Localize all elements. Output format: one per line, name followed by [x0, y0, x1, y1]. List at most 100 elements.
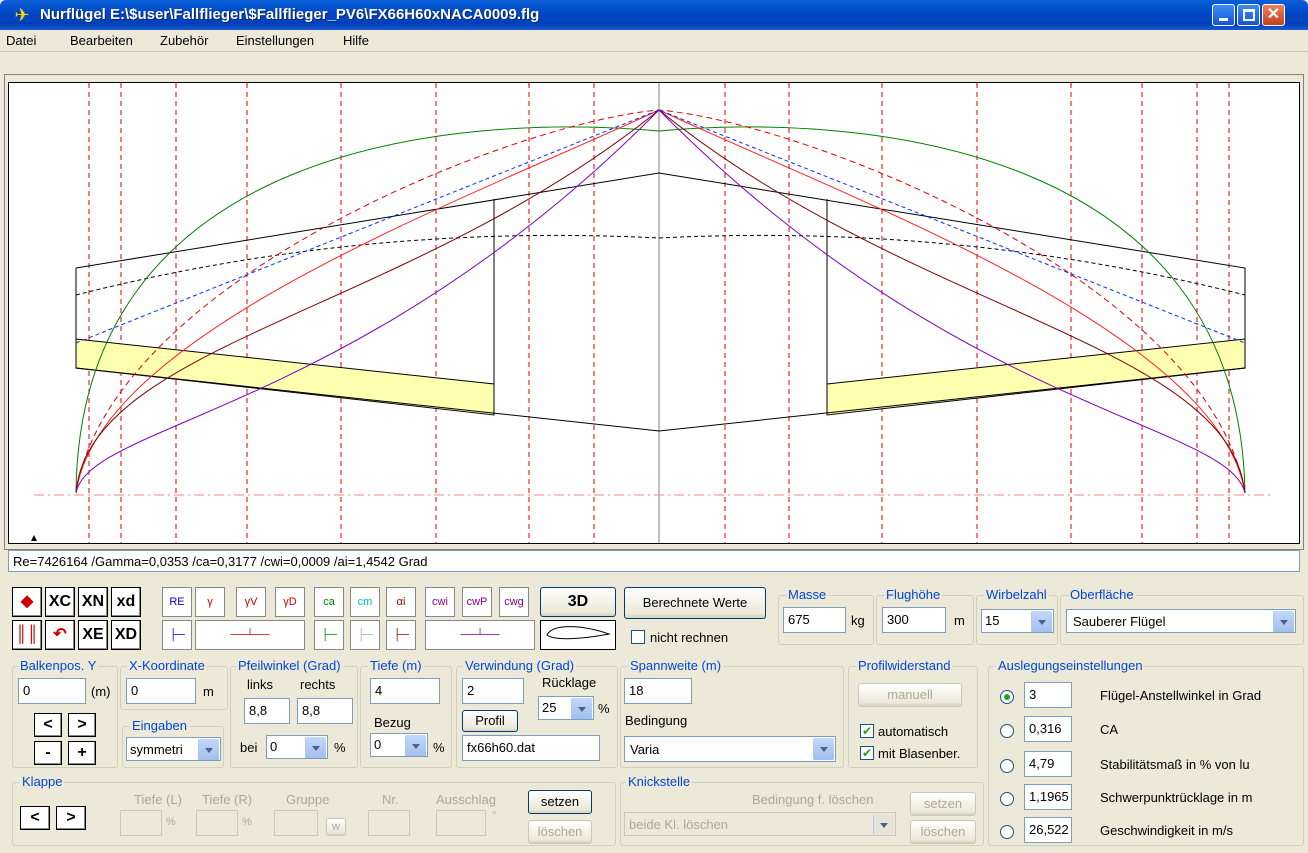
span-green-button[interactable]: ├─: [314, 620, 344, 650]
auslegung-input-4[interactable]: 26,522: [1024, 817, 1072, 843]
profil-file-input[interactable]: fx66h60.dat: [462, 735, 600, 761]
auslegung-label-0: Flügel-Anstellwinkel in Grad: [1100, 688, 1262, 703]
eingaben-select[interactable]: symmetri: [126, 737, 221, 761]
auslegung-radio-1[interactable]: [1000, 724, 1014, 738]
auslegung-radio-0[interactable]: [1000, 690, 1014, 704]
auslegung-input-3[interactable]: 1,1965: [1024, 784, 1072, 810]
spannweite-input[interactable]: 18: [624, 678, 692, 704]
minimize-button[interactable]: [1212, 4, 1235, 26]
quarter-line: [75, 234, 1246, 296]
knick-loeschen-button[interactable]: löschen: [910, 820, 976, 844]
ausschlag-label: Ausschlag: [436, 792, 496, 807]
span-blue-button[interactable]: ├─: [162, 620, 192, 650]
menu-einstellungen[interactable]: Einstellungen: [236, 33, 315, 48]
span-red-button[interactable]: ──┴──: [195, 620, 305, 650]
bedingung-select[interactable]: Varia: [624, 736, 836, 762]
chevron-down-icon: [571, 698, 592, 719]
balkenpos-unit: (m): [91, 684, 111, 699]
curve-gammad-button[interactable]: γD: [275, 587, 305, 617]
pfeil-bei-select[interactable]: 0: [266, 735, 328, 759]
nr-label: Nr.: [382, 792, 399, 807]
xc-button[interactable]: XC: [45, 587, 75, 617]
ausschlag-input[interactable]: [436, 810, 486, 836]
pfeil-rechts-input[interactable]: 8,8: [297, 698, 353, 724]
klappe-right-button[interactable]: >: [56, 806, 86, 830]
auslegung-radio-2[interactable]: [1000, 759, 1014, 773]
nicht-rechnen-checkbox[interactable]: [631, 630, 645, 644]
masse-label: Masse: [786, 587, 829, 602]
wing-shape-button[interactable]: ◆: [12, 587, 42, 617]
wing-outline: [75, 172, 1246, 432]
pfeil-links-input[interactable]: 8,8: [244, 698, 290, 724]
flughoehe-input[interactable]: 300: [882, 607, 946, 633]
close-button[interactable]: ✕: [1262, 4, 1285, 26]
balkenpos-minus-button[interactable]: -: [34, 741, 62, 765]
grid-lines-button[interactable]: ║║: [12, 620, 42, 650]
balkenpos-right-button[interactable]: >: [68, 713, 96, 737]
automatisch-checkbox[interactable]: ✔: [860, 724, 874, 738]
undo-button[interactable]: ↶: [45, 620, 75, 650]
curve-cm-button[interactable]: cm: [350, 587, 380, 617]
profile-shape-button[interactable]: [540, 620, 616, 650]
auslegung-input-0[interactable]: 3: [1024, 682, 1072, 708]
ruecklage-pct: %: [598, 701, 610, 716]
knick-setzen-button[interactable]: setzen: [910, 792, 976, 816]
balkenpos-input[interactable]: 0: [18, 678, 86, 704]
tiefe-r-label: Tiefe (R): [202, 792, 253, 807]
span-purple-button[interactable]: ──┴──: [425, 620, 535, 650]
menu-hilfe[interactable]: Hilfe: [343, 33, 370, 48]
span-darkred-button[interactable]: ├─: [386, 620, 416, 650]
tiefe-input[interactable]: 4: [370, 678, 440, 704]
klappe-loeschen-button[interactable]: löschen: [528, 820, 592, 844]
knick-select[interactable]: beide Kl. löschen: [624, 812, 896, 836]
menu-bearbeiten[interactable]: Bearbeiten: [70, 33, 133, 48]
xn-button[interactable]: XN: [78, 587, 108, 617]
verwindung-input[interactable]: 2: [462, 678, 524, 704]
chevron-down-icon: [813, 738, 834, 760]
wirbelzahl-select[interactable]: 15: [981, 609, 1054, 633]
xd-button[interactable]: xd: [111, 587, 141, 617]
auslegung-input-1[interactable]: 0,316: [1024, 716, 1072, 742]
klappe-left-button[interactable]: <: [20, 806, 50, 830]
curve-ca-button[interactable]: ca: [314, 587, 344, 617]
xe-button[interactable]: XE: [78, 620, 108, 650]
berechnete-werte-button[interactable]: Berechnete Werte: [624, 587, 766, 619]
knick-group: [620, 782, 984, 846]
balkenpos-plus-button[interactable]: +: [68, 741, 96, 765]
tiefe-l-input[interactable]: [120, 810, 162, 836]
bezug-label: Bezug: [374, 715, 411, 730]
w-button[interactable]: w: [326, 818, 346, 836]
curve-cwg-button[interactable]: cwg: [499, 587, 529, 617]
nr-input[interactable]: [368, 810, 410, 836]
xkoord-input[interactable]: 0: [126, 678, 196, 704]
menu-zubehoer[interactable]: Zubehör: [160, 33, 209, 48]
masse-input[interactable]: 675: [783, 607, 846, 633]
oberflaeche-select[interactable]: Sauberer Flügel: [1066, 609, 1296, 633]
bezug-select[interactable]: 0: [370, 733, 428, 757]
maximize-button[interactable]: [1237, 4, 1260, 26]
curve-gamma-button[interactable]: γ: [195, 587, 225, 617]
bezug-value: 0: [374, 737, 382, 752]
balkenpos-left-button[interactable]: <: [34, 713, 62, 737]
span-gray-button[interactable]: ├─: [350, 620, 380, 650]
klappe-setzen-button[interactable]: setzen: [528, 790, 592, 814]
blasen-checkbox[interactable]: ✔: [860, 746, 874, 760]
curve-cwp-button[interactable]: cwP: [462, 587, 492, 617]
curve-cwi-button[interactable]: cwi: [425, 587, 455, 617]
3d-button[interactable]: 3D: [540, 587, 616, 617]
ruecklage-select[interactable]: 25: [538, 696, 594, 720]
wing-plot[interactable]: [8, 82, 1300, 544]
curve-re-button[interactable]: RE: [162, 587, 192, 617]
curve-ai-button[interactable]: αi: [386, 587, 416, 617]
pfeil-pct: %: [334, 740, 346, 755]
auslegung-radio-4[interactable]: [1000, 825, 1014, 839]
xd2-button[interactable]: XD: [111, 620, 141, 650]
profil-button[interactable]: Profil: [462, 710, 518, 732]
manuell-button[interactable]: manuell: [858, 683, 962, 707]
auslegung-input-2[interactable]: 4,79: [1024, 751, 1072, 777]
auslegung-radio-3[interactable]: [1000, 792, 1014, 806]
tiefe-r-input[interactable]: [196, 810, 238, 836]
gruppe-input[interactable]: [274, 810, 318, 836]
curve-gammav-button[interactable]: γV: [236, 587, 266, 617]
menu-datei[interactable]: Datei: [6, 33, 37, 48]
